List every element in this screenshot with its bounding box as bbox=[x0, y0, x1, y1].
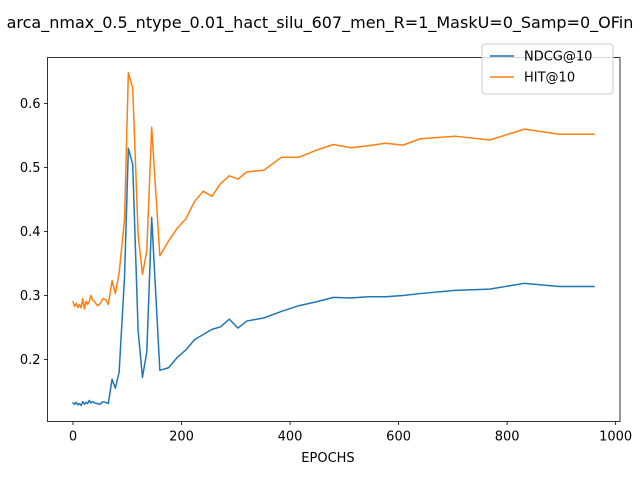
y-tick-label: 0.3 bbox=[20, 289, 41, 304]
y-tick-label: 0.5 bbox=[20, 161, 41, 176]
y-tick-label: 0.4 bbox=[20, 225, 41, 240]
x-tick-label: 1000 bbox=[599, 430, 632, 445]
plot-area bbox=[71, 72, 595, 407]
x-axis-title: EPOCHS bbox=[301, 451, 354, 466]
legend-box bbox=[481, 43, 614, 95]
legend-label-hit-10: HIT@10 bbox=[524, 71, 575, 86]
x-tick-label: 400 bbox=[278, 430, 303, 445]
series-line-hit-10 bbox=[72, 72, 595, 310]
axes: 0 200 400 600 800 1000 0.2 0.3 0.4 0.5 0.6 bbox=[20, 57, 632, 445]
x-tick-label: 800 bbox=[495, 430, 520, 445]
y-tick-label: 0.6 bbox=[20, 97, 41, 112]
x-tick-label: 600 bbox=[386, 430, 411, 445]
legend: NDCG@10 HIT@10 bbox=[481, 43, 614, 95]
chart-title: arca_nmax_0.5_ntype_0.01_hact_silu_607_m… bbox=[7, 13, 634, 33]
legend-label-ndcg-10: NDCG@10 bbox=[524, 50, 592, 65]
series-line-ndcg-10 bbox=[71, 147, 595, 407]
x-tick-label: 0 bbox=[69, 430, 77, 445]
y-tick-label: 0.2 bbox=[20, 353, 41, 368]
axes-frame bbox=[47, 57, 621, 422]
x-tick-label: 200 bbox=[169, 430, 194, 445]
